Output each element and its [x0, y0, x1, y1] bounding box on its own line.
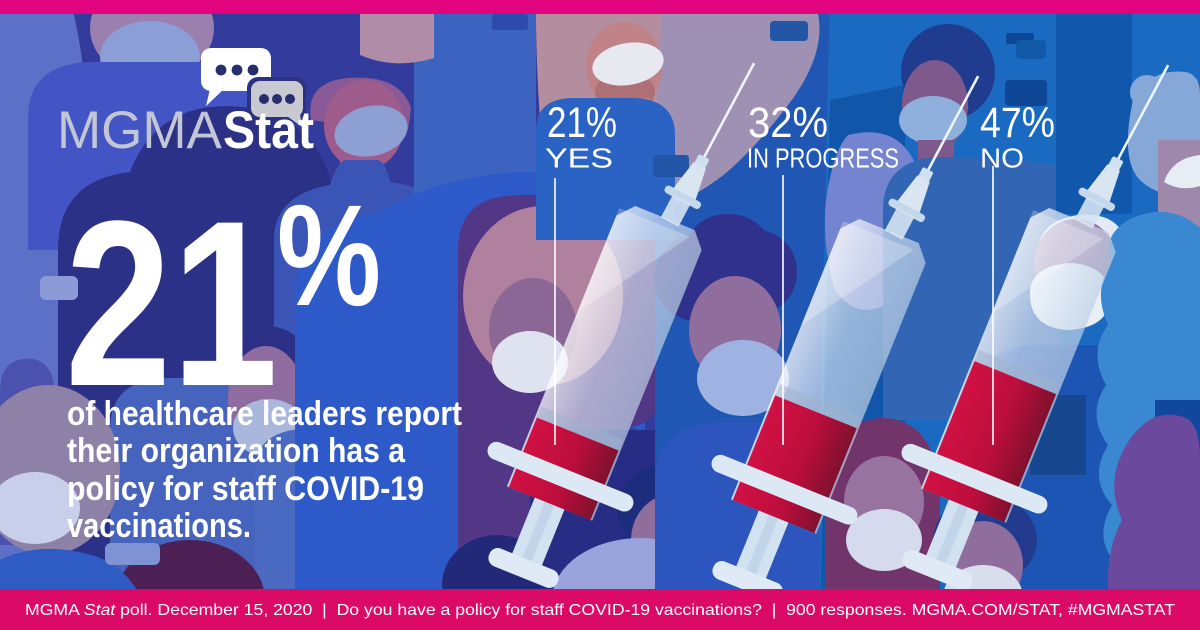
svg-text:21: 21	[65, 172, 278, 436]
svg-text:their organization has a: their organization has a	[67, 432, 406, 470]
svg-text:of healthcare leaders report: of healthcare leaders report	[67, 395, 462, 433]
svg-text:vaccinations.: vaccinations.	[67, 507, 251, 545]
svg-text:NO: NO	[980, 143, 1024, 174]
svg-text:Stat: Stat	[223, 101, 314, 160]
svg-text:IN PROGRESS: IN PROGRESS	[747, 143, 899, 174]
svg-text:YES: YES	[545, 143, 613, 174]
svg-text:MGMA Stat poll. December 15, 2: MGMA Stat poll. December 15, 2020 | Do y…	[25, 602, 1175, 619]
svg-text:32%: 32%	[748, 100, 828, 147]
svg-text:%: %	[277, 175, 381, 336]
svg-text:policy for staff COVID-19: policy for staff COVID-19	[67, 470, 424, 508]
svg-text:21%: 21%	[547, 100, 617, 147]
svg-text:MGMA: MGMA	[57, 101, 223, 160]
svg-text:47%: 47%	[980, 100, 1055, 147]
